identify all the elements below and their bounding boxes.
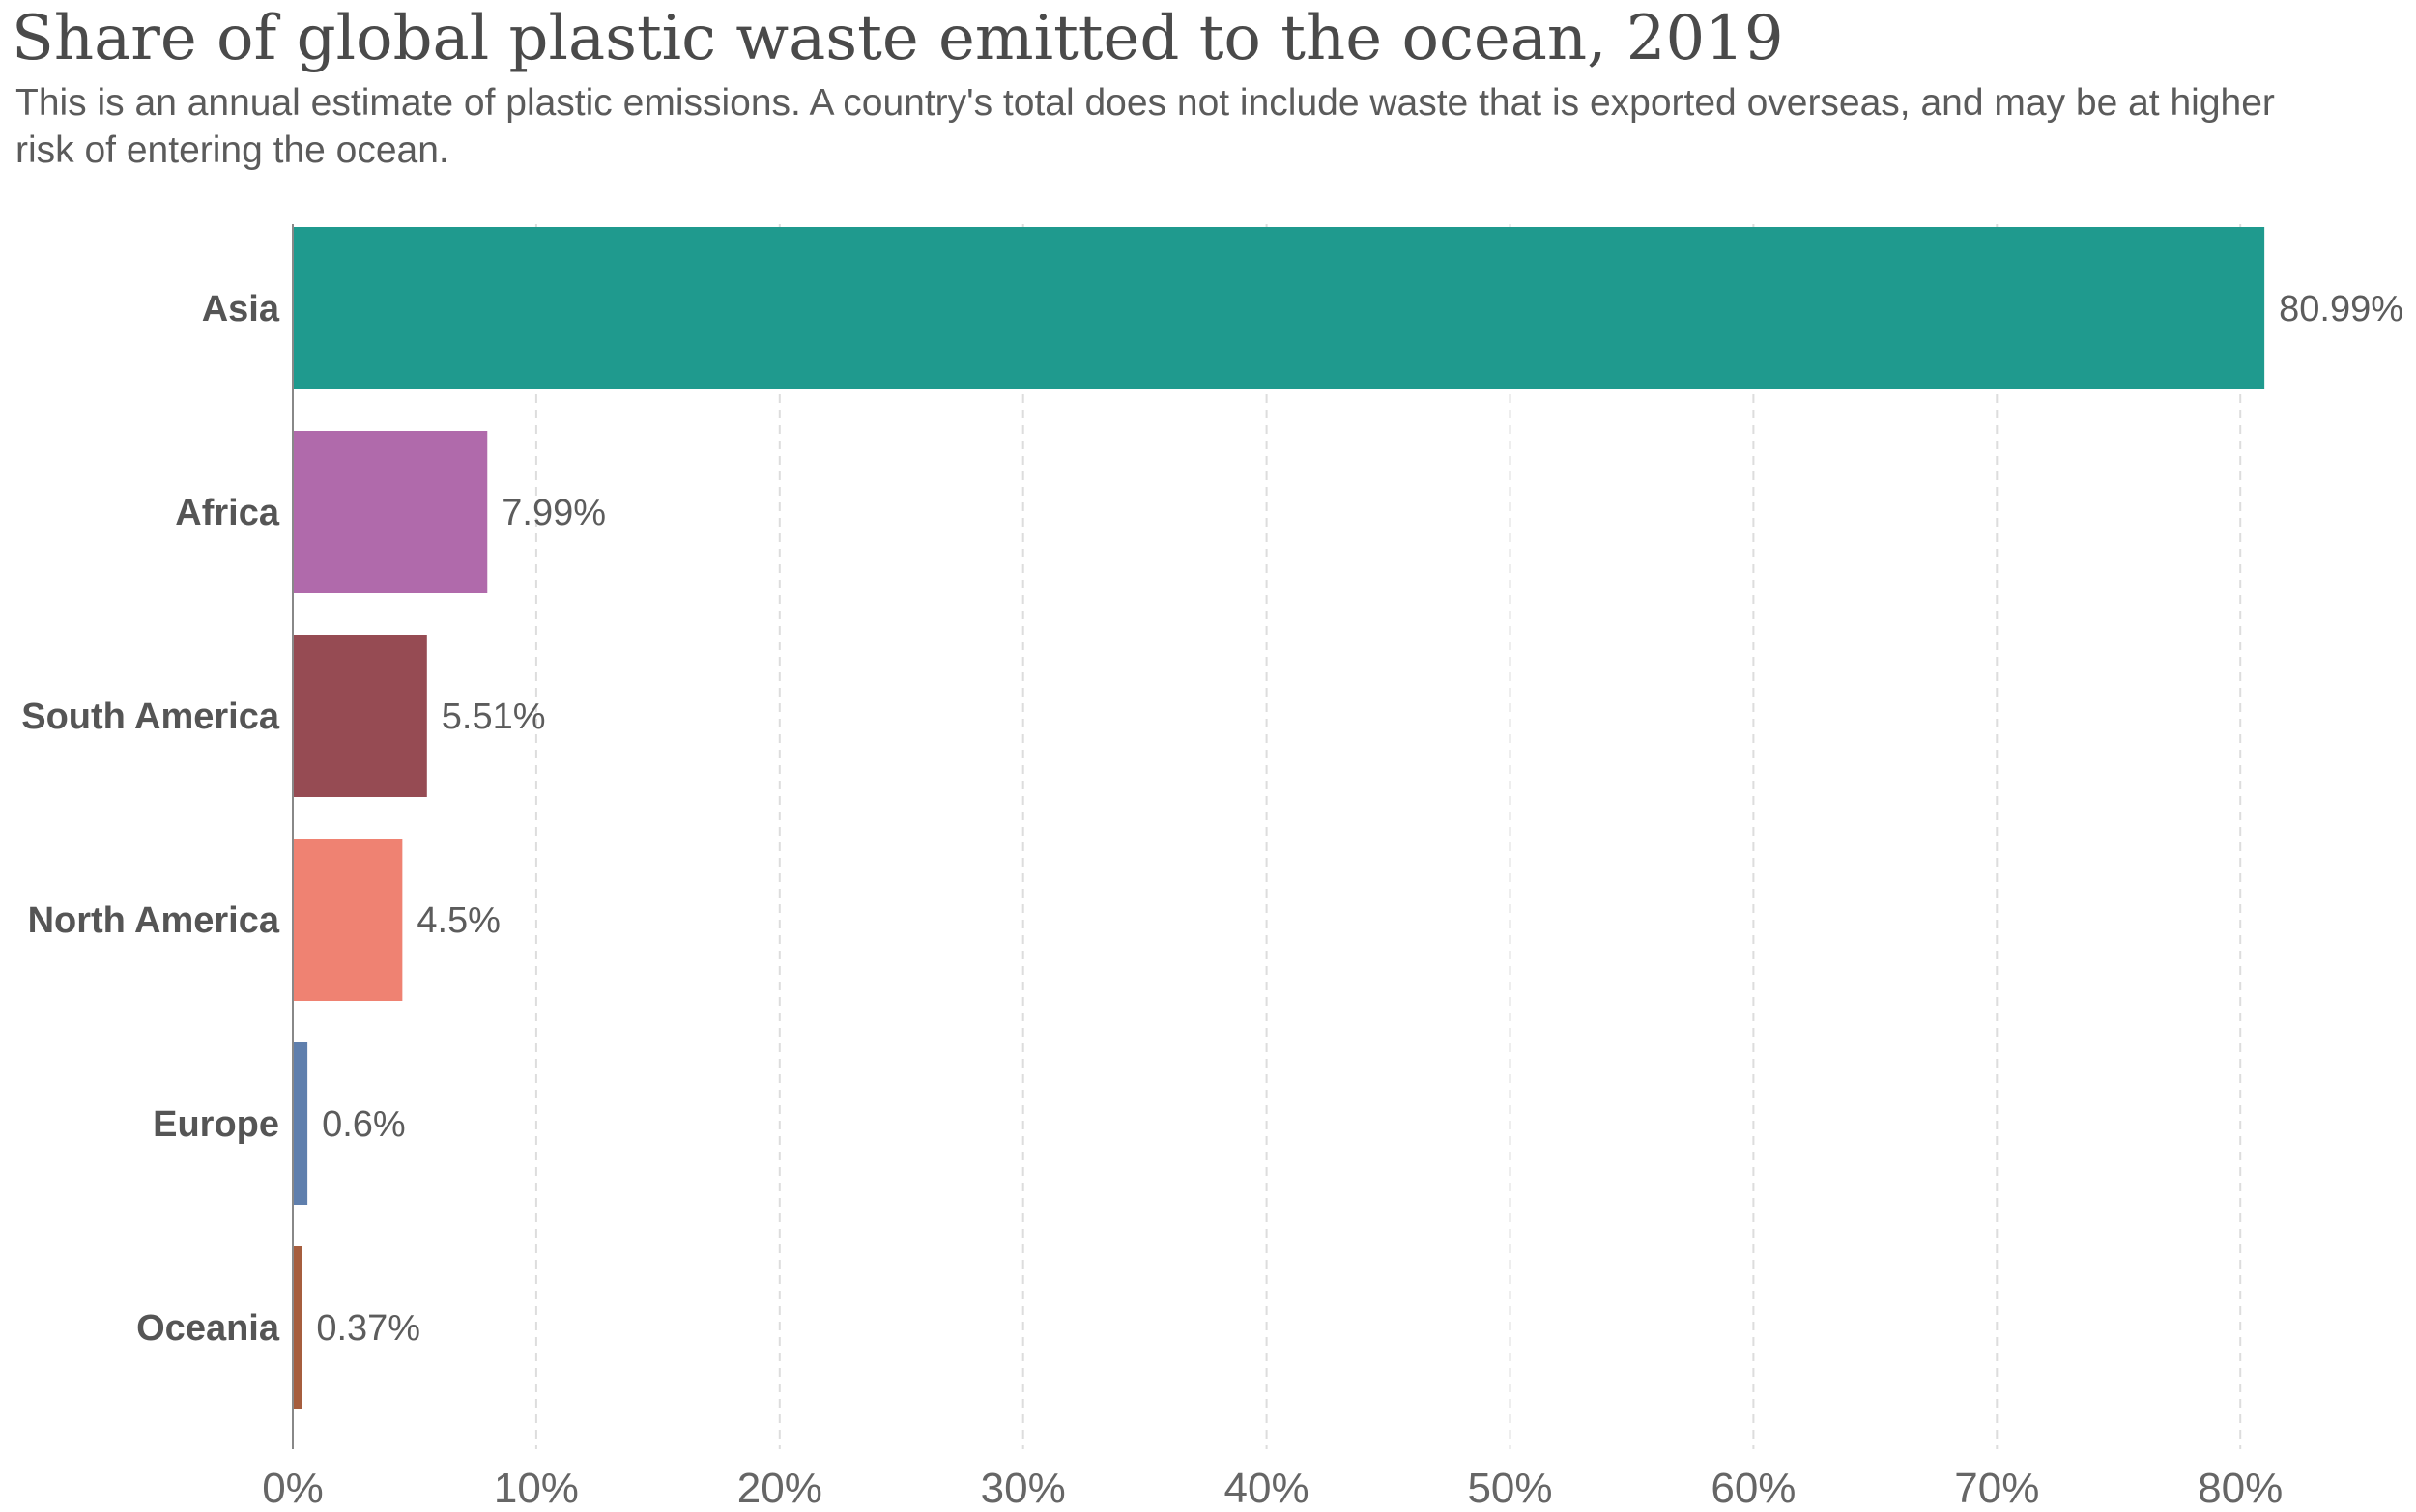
bar-south-america bbox=[293, 635, 427, 797]
bar-asia bbox=[293, 227, 2265, 389]
value-label-asia: 80.99% bbox=[2279, 289, 2403, 329]
category-labels: Asia Africa South America North America Euro… bbox=[21, 289, 280, 1349]
chart-subtitle: This is an annual estimate of plastic em… bbox=[15, 82, 2275, 171]
category-label-oceania: Oceania bbox=[136, 1308, 280, 1349]
category-label-europe: Europe bbox=[153, 1104, 279, 1145]
category-label-asia: Asia bbox=[202, 289, 280, 329]
value-label-south-america: 5.51% bbox=[442, 697, 546, 737]
x-tick-0: 0% bbox=[262, 1465, 324, 1512]
x-tick-70: 70% bbox=[1954, 1465, 2039, 1512]
x-tick-60: 60% bbox=[1711, 1465, 1796, 1512]
x-tick-10: 10% bbox=[494, 1465, 579, 1512]
category-label-south-america: South America bbox=[21, 697, 280, 737]
value-label-africa: 7.99% bbox=[502, 493, 606, 533]
x-tick-20: 20% bbox=[737, 1465, 822, 1512]
gridlines bbox=[534, 224, 2242, 1449]
bar-north-america bbox=[293, 839, 403, 1001]
bar-africa bbox=[293, 431, 488, 593]
x-tick-80: 80% bbox=[2198, 1465, 2283, 1512]
category-label-north-america: North America bbox=[28, 900, 280, 941]
x-tick-30: 30% bbox=[981, 1465, 1066, 1512]
category-label-africa: Africa bbox=[175, 493, 280, 533]
value-label-north-america: 4.5% bbox=[417, 900, 501, 941]
bar-oceania bbox=[293, 1246, 302, 1409]
chart-title: Share of global plastic waste emitted to… bbox=[12, 3, 1784, 74]
value-label-europe: 0.6% bbox=[322, 1104, 406, 1145]
value-label-oceania: 0.37% bbox=[316, 1308, 420, 1349]
value-labels: 80.99% 7.99% 5.51% 4.5% 0.6% 0.37% bbox=[316, 289, 2403, 1349]
x-tick-labels: 0% 10% 20% 30% 40% 50% 60% 70% 80% bbox=[262, 1465, 2283, 1512]
bars bbox=[293, 227, 2265, 1409]
x-tick-50: 50% bbox=[1467, 1465, 1552, 1512]
bar-europe bbox=[293, 1042, 308, 1205]
x-tick-40: 40% bbox=[1224, 1465, 1309, 1512]
